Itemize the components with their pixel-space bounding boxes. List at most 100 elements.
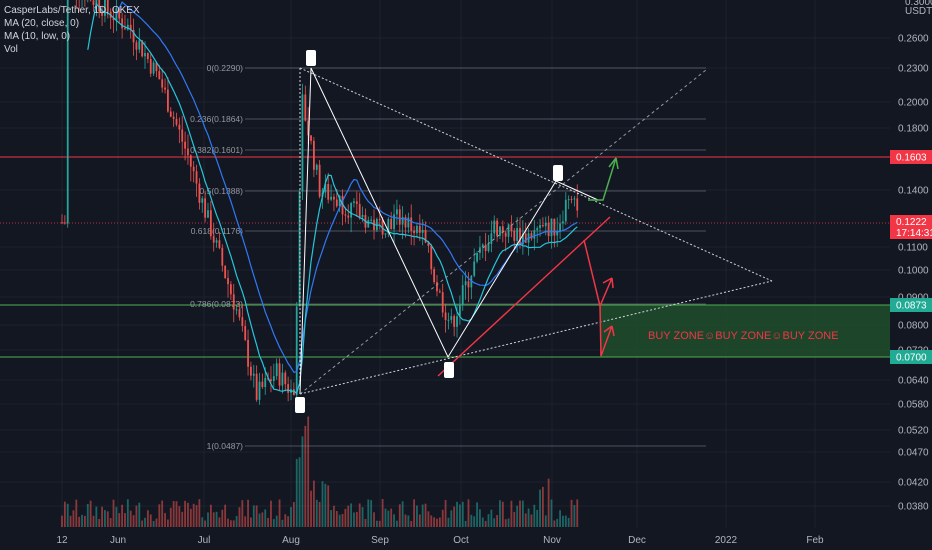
candle-body-30 xyxy=(146,53,149,60)
candle-body-167 xyxy=(539,224,541,229)
volume-bar-110 xyxy=(375,520,378,527)
volume-bar-42 xyxy=(181,511,184,527)
candle-body-162 xyxy=(524,233,527,243)
legend-vol[interactable]: Vol xyxy=(4,44,18,55)
volume-bar-7 xyxy=(81,514,83,527)
candle-body-73 xyxy=(270,379,272,382)
volume-bar-93 xyxy=(327,485,330,527)
fib-label-0: 0(0.2290) xyxy=(207,63,244,73)
red-arrow-lower xyxy=(599,305,613,357)
time-tick-0: 12 xyxy=(56,535,68,546)
volume-bar-107 xyxy=(367,499,370,527)
volume-bar-55 xyxy=(218,517,221,527)
volume-bar-50 xyxy=(204,520,207,527)
candle-body-29 xyxy=(144,53,146,57)
volume-bar-136 xyxy=(450,510,453,527)
candle-body-96 xyxy=(335,199,338,207)
buy-zone-label: BUY ZONE☺BUY ZONE☺BUY ZONE xyxy=(648,330,839,342)
candle-body-111 xyxy=(378,218,381,220)
candle-body-25 xyxy=(132,29,135,43)
candle-body-123 xyxy=(413,230,415,234)
volume-bar-19 xyxy=(115,506,118,527)
candle-body-90 xyxy=(318,164,321,197)
volume-bar-53 xyxy=(212,512,215,527)
time-axis[interactable]: 12 Jun Jul Aug Sep Oct Nov Dec 2022 Feb xyxy=(0,528,890,550)
volume-bar-162 xyxy=(524,513,527,527)
price-tick-14: 0.0420 xyxy=(898,478,929,489)
green-arrow-head xyxy=(608,157,619,170)
price-tick-10: 0.0640 xyxy=(898,376,929,387)
candle-body-117 xyxy=(396,209,398,215)
candle-body-57 xyxy=(224,265,227,279)
legend-symbol[interactable]: CasperLabs/Tether, 1D, OKEX xyxy=(4,5,140,16)
volume-bar-86 xyxy=(307,416,310,527)
candle-body-168 xyxy=(542,224,544,227)
candle-body-61 xyxy=(235,309,238,311)
volume-bar-77 xyxy=(281,519,284,527)
candle-body-85 xyxy=(304,94,307,121)
volume-bar-116 xyxy=(393,514,395,527)
volume-bar-11 xyxy=(92,515,95,527)
candle-body-95 xyxy=(333,196,335,200)
volume-bar-157 xyxy=(510,500,513,527)
candle-body-127 xyxy=(424,229,427,243)
volume-bar-83 xyxy=(298,457,301,527)
candle-body-65 xyxy=(247,339,249,367)
legend-ma20[interactable]: MA (20, close, 0) xyxy=(4,18,80,29)
volume-bar-34 xyxy=(158,504,161,527)
ma20-line xyxy=(115,1,578,373)
volume-bar-67 xyxy=(252,505,255,527)
green-breakout-arrow xyxy=(588,157,617,201)
candle-body-22 xyxy=(124,28,126,30)
candle-body-18 xyxy=(112,17,115,21)
volume-bar-149 xyxy=(487,514,490,527)
candle-body-126 xyxy=(421,229,424,233)
candle-body-160 xyxy=(519,228,521,245)
time-tick-4: Sep xyxy=(371,535,389,546)
volume-bar-76 xyxy=(278,499,281,527)
candle-body-101 xyxy=(350,202,353,218)
candle-body-58 xyxy=(227,278,229,285)
candle-body-156 xyxy=(507,224,510,237)
volume-bar-172 xyxy=(553,520,556,527)
candle-body-150 xyxy=(490,233,493,244)
legend-ma10[interactable]: MA (10, low, 0) xyxy=(4,31,71,42)
candle-body-169 xyxy=(544,222,547,227)
volume-bar-168 xyxy=(542,486,544,527)
volume-bar-94 xyxy=(330,510,332,527)
buy-zone: BUY ZONE☺BUY ZONE☺BUY ZONE xyxy=(0,304,890,358)
candle-body-52 xyxy=(209,210,212,237)
candle-body-11 xyxy=(92,0,95,5)
volume-bar-103 xyxy=(355,511,358,527)
volume-bar-66 xyxy=(250,517,252,527)
candle-body-128 xyxy=(427,242,430,246)
volume-bar-14 xyxy=(101,506,103,527)
volume-bar-90 xyxy=(318,501,321,527)
volume-bar-22 xyxy=(124,513,126,527)
volume-bar-51 xyxy=(207,512,209,527)
volume-bar-30 xyxy=(146,510,149,527)
candle-body-15 xyxy=(104,0,106,16)
volume-bar-102 xyxy=(353,512,355,527)
volume-bar-33 xyxy=(155,518,158,527)
volume-bar-160 xyxy=(519,500,521,527)
volume-bar-99 xyxy=(344,508,347,527)
volume-bar-37 xyxy=(167,519,169,527)
candle-body-110 xyxy=(375,218,378,231)
volume-bar-125 xyxy=(418,514,421,527)
trend-drawings xyxy=(295,50,773,413)
volume-bar-128 xyxy=(427,511,430,527)
candle-body-41 xyxy=(178,124,181,130)
volume-bar-117 xyxy=(396,520,398,527)
candle-body-60 xyxy=(232,294,235,310)
volume-bar-179 xyxy=(573,505,576,527)
candle-body-81 xyxy=(292,389,295,396)
volume-bar-65 xyxy=(247,499,249,527)
candle-body-135 xyxy=(447,319,450,321)
candle-body-130 xyxy=(433,269,436,283)
volume-bar-180 xyxy=(576,499,579,527)
volume-bar-135 xyxy=(447,517,450,527)
